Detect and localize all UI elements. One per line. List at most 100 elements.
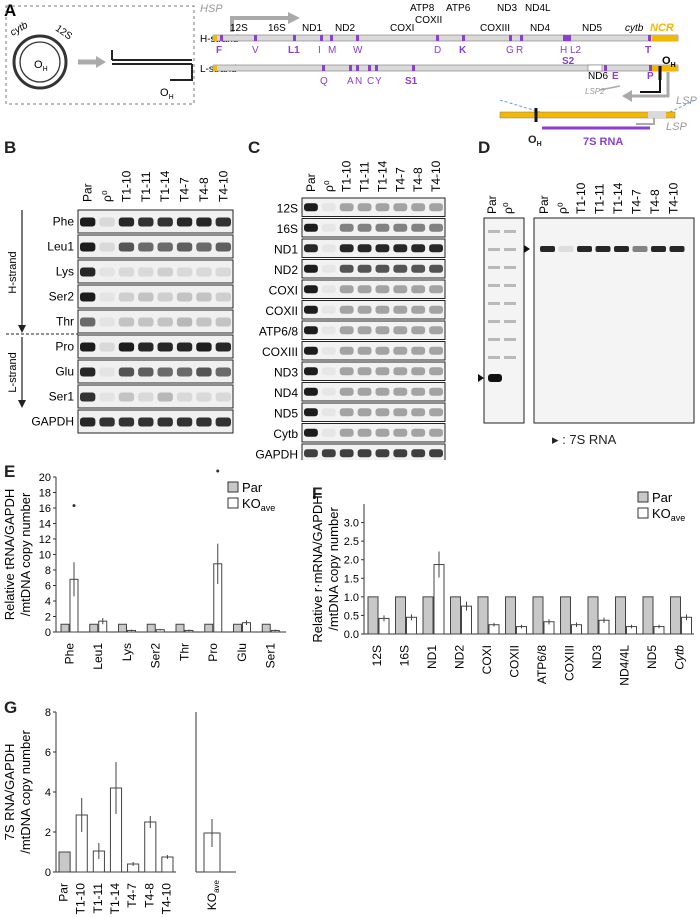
lane-label: ρ⁰ — [322, 180, 336, 192]
blot-band — [357, 387, 372, 396]
blot-band — [393, 387, 408, 396]
blot-band — [304, 264, 318, 273]
blot-row-box — [301, 402, 446, 422]
bar — [670, 596, 681, 635]
panel-letter-g: G — [4, 698, 18, 717]
gene-labels: 12S 16S ND1 ND2 COXI ATP8 COXII ATP6 ND3… — [230, 3, 644, 82]
y-tick-label: 0 — [45, 627, 51, 639]
lane-label: T1-11 — [358, 161, 372, 192]
blot-row-box — [301, 218, 446, 238]
blot-band — [411, 244, 426, 253]
blot-band — [411, 449, 426, 458]
blot-band — [339, 223, 354, 232]
x-tick-label: Thr — [177, 643, 191, 661]
blot-row-box — [77, 334, 234, 359]
blot-band — [357, 367, 372, 376]
blot-row-box — [77, 234, 234, 259]
bar — [367, 596, 379, 635]
blot-band — [339, 305, 354, 314]
blot-band — [138, 217, 154, 227]
x-tick-label: ND1 — [425, 645, 439, 669]
blot-band — [375, 449, 390, 458]
blot-row-box — [301, 259, 446, 279]
lane-label: T1-14 — [158, 170, 172, 202]
y-tick-label: 8 — [45, 707, 51, 719]
panel-letter-b: B — [4, 138, 17, 157]
svg-text:N: N — [355, 76, 362, 87]
bar — [395, 596, 406, 635]
x-tick-label: ND2 — [452, 645, 466, 669]
x-tick-label: T4-7 — [125, 883, 139, 908]
blot-band — [375, 223, 390, 232]
blot-row-box — [77, 309, 234, 334]
blot-band — [304, 305, 318, 314]
bar — [89, 623, 99, 633]
blot-band — [157, 242, 173, 252]
blot-band — [321, 387, 336, 396]
gene-cytb: cytb — [625, 23, 644, 34]
bar — [58, 851, 71, 873]
lane-label: T4-8 — [411, 167, 425, 192]
svg-text:S2: S2 — [562, 56, 575, 67]
blot-row-label: Ser1 — [49, 390, 75, 404]
blot-band — [393, 264, 408, 273]
blot-band — [176, 317, 193, 327]
blot-band — [357, 285, 372, 294]
blot-band — [339, 203, 354, 212]
bar — [477, 596, 489, 635]
blot-band — [339, 387, 354, 396]
blot-band — [99, 317, 115, 327]
y-axis-label: Relative r·mRNA/GAPDH — [310, 495, 325, 642]
blot-band — [196, 317, 212, 327]
gene-coxi: COXI — [390, 23, 414, 34]
gene-12s: 12S — [230, 23, 248, 34]
blot-band — [176, 267, 193, 277]
bar — [204, 623, 214, 633]
svg-text:M: M — [328, 45, 336, 56]
blot-band — [304, 367, 318, 376]
blot-band — [176, 392, 193, 402]
panel-f-chart: 0.0 0.5 1.0 1.5 2.0 2.5 3.0 12S 16S ND1 ND2 COXI COX… — [310, 490, 694, 686]
seven-s-inset: LSP — [499, 100, 696, 133]
blot-row-label: Ser2 — [49, 290, 75, 304]
bar — [261, 623, 271, 633]
blot-band — [304, 285, 318, 294]
blot-band — [138, 317, 154, 327]
legend-swatch — [227, 481, 239, 493]
blot-band — [80, 417, 96, 427]
blot-band — [393, 367, 408, 376]
seven-s-band — [488, 374, 502, 382]
blot-band — [411, 305, 426, 314]
lane-label: T4-7 — [393, 167, 407, 192]
y-tick-label: 8 — [45, 565, 51, 577]
blot-band — [99, 217, 115, 227]
gene-nd4: ND4 — [530, 23, 550, 34]
legend-label: Par — [652, 490, 673, 505]
lane-label: Par — [537, 195, 551, 214]
blot-band — [321, 449, 336, 458]
blot-band — [357, 326, 372, 335]
legend-label: KOave — [242, 496, 275, 513]
data-point — [72, 504, 76, 508]
blot-row-label: COXI — [269, 283, 298, 297]
svg-text:R: R — [516, 45, 523, 56]
blot-band — [595, 246, 611, 252]
legend-swatch — [637, 491, 649, 503]
blot-band — [411, 223, 426, 232]
blot-row-box — [301, 382, 446, 402]
blot-band — [375, 244, 390, 253]
bar — [505, 596, 516, 635]
y-tick-label: 1.0 — [344, 592, 359, 604]
lane-label: Par — [304, 173, 318, 192]
blot-band — [339, 449, 354, 458]
x-tick-label: COXIII — [562, 645, 576, 681]
blot-row-label: COXII — [265, 304, 298, 318]
h-strand-bar — [212, 34, 679, 42]
bar — [642, 596, 654, 635]
x-tick-label: Phe — [62, 643, 76, 665]
blot-band — [176, 417, 193, 427]
blot-row-label: Phe — [53, 215, 75, 229]
blot-band — [321, 244, 336, 253]
inset-oh-label: OH — [160, 87, 174, 101]
blot-band — [429, 285, 443, 294]
